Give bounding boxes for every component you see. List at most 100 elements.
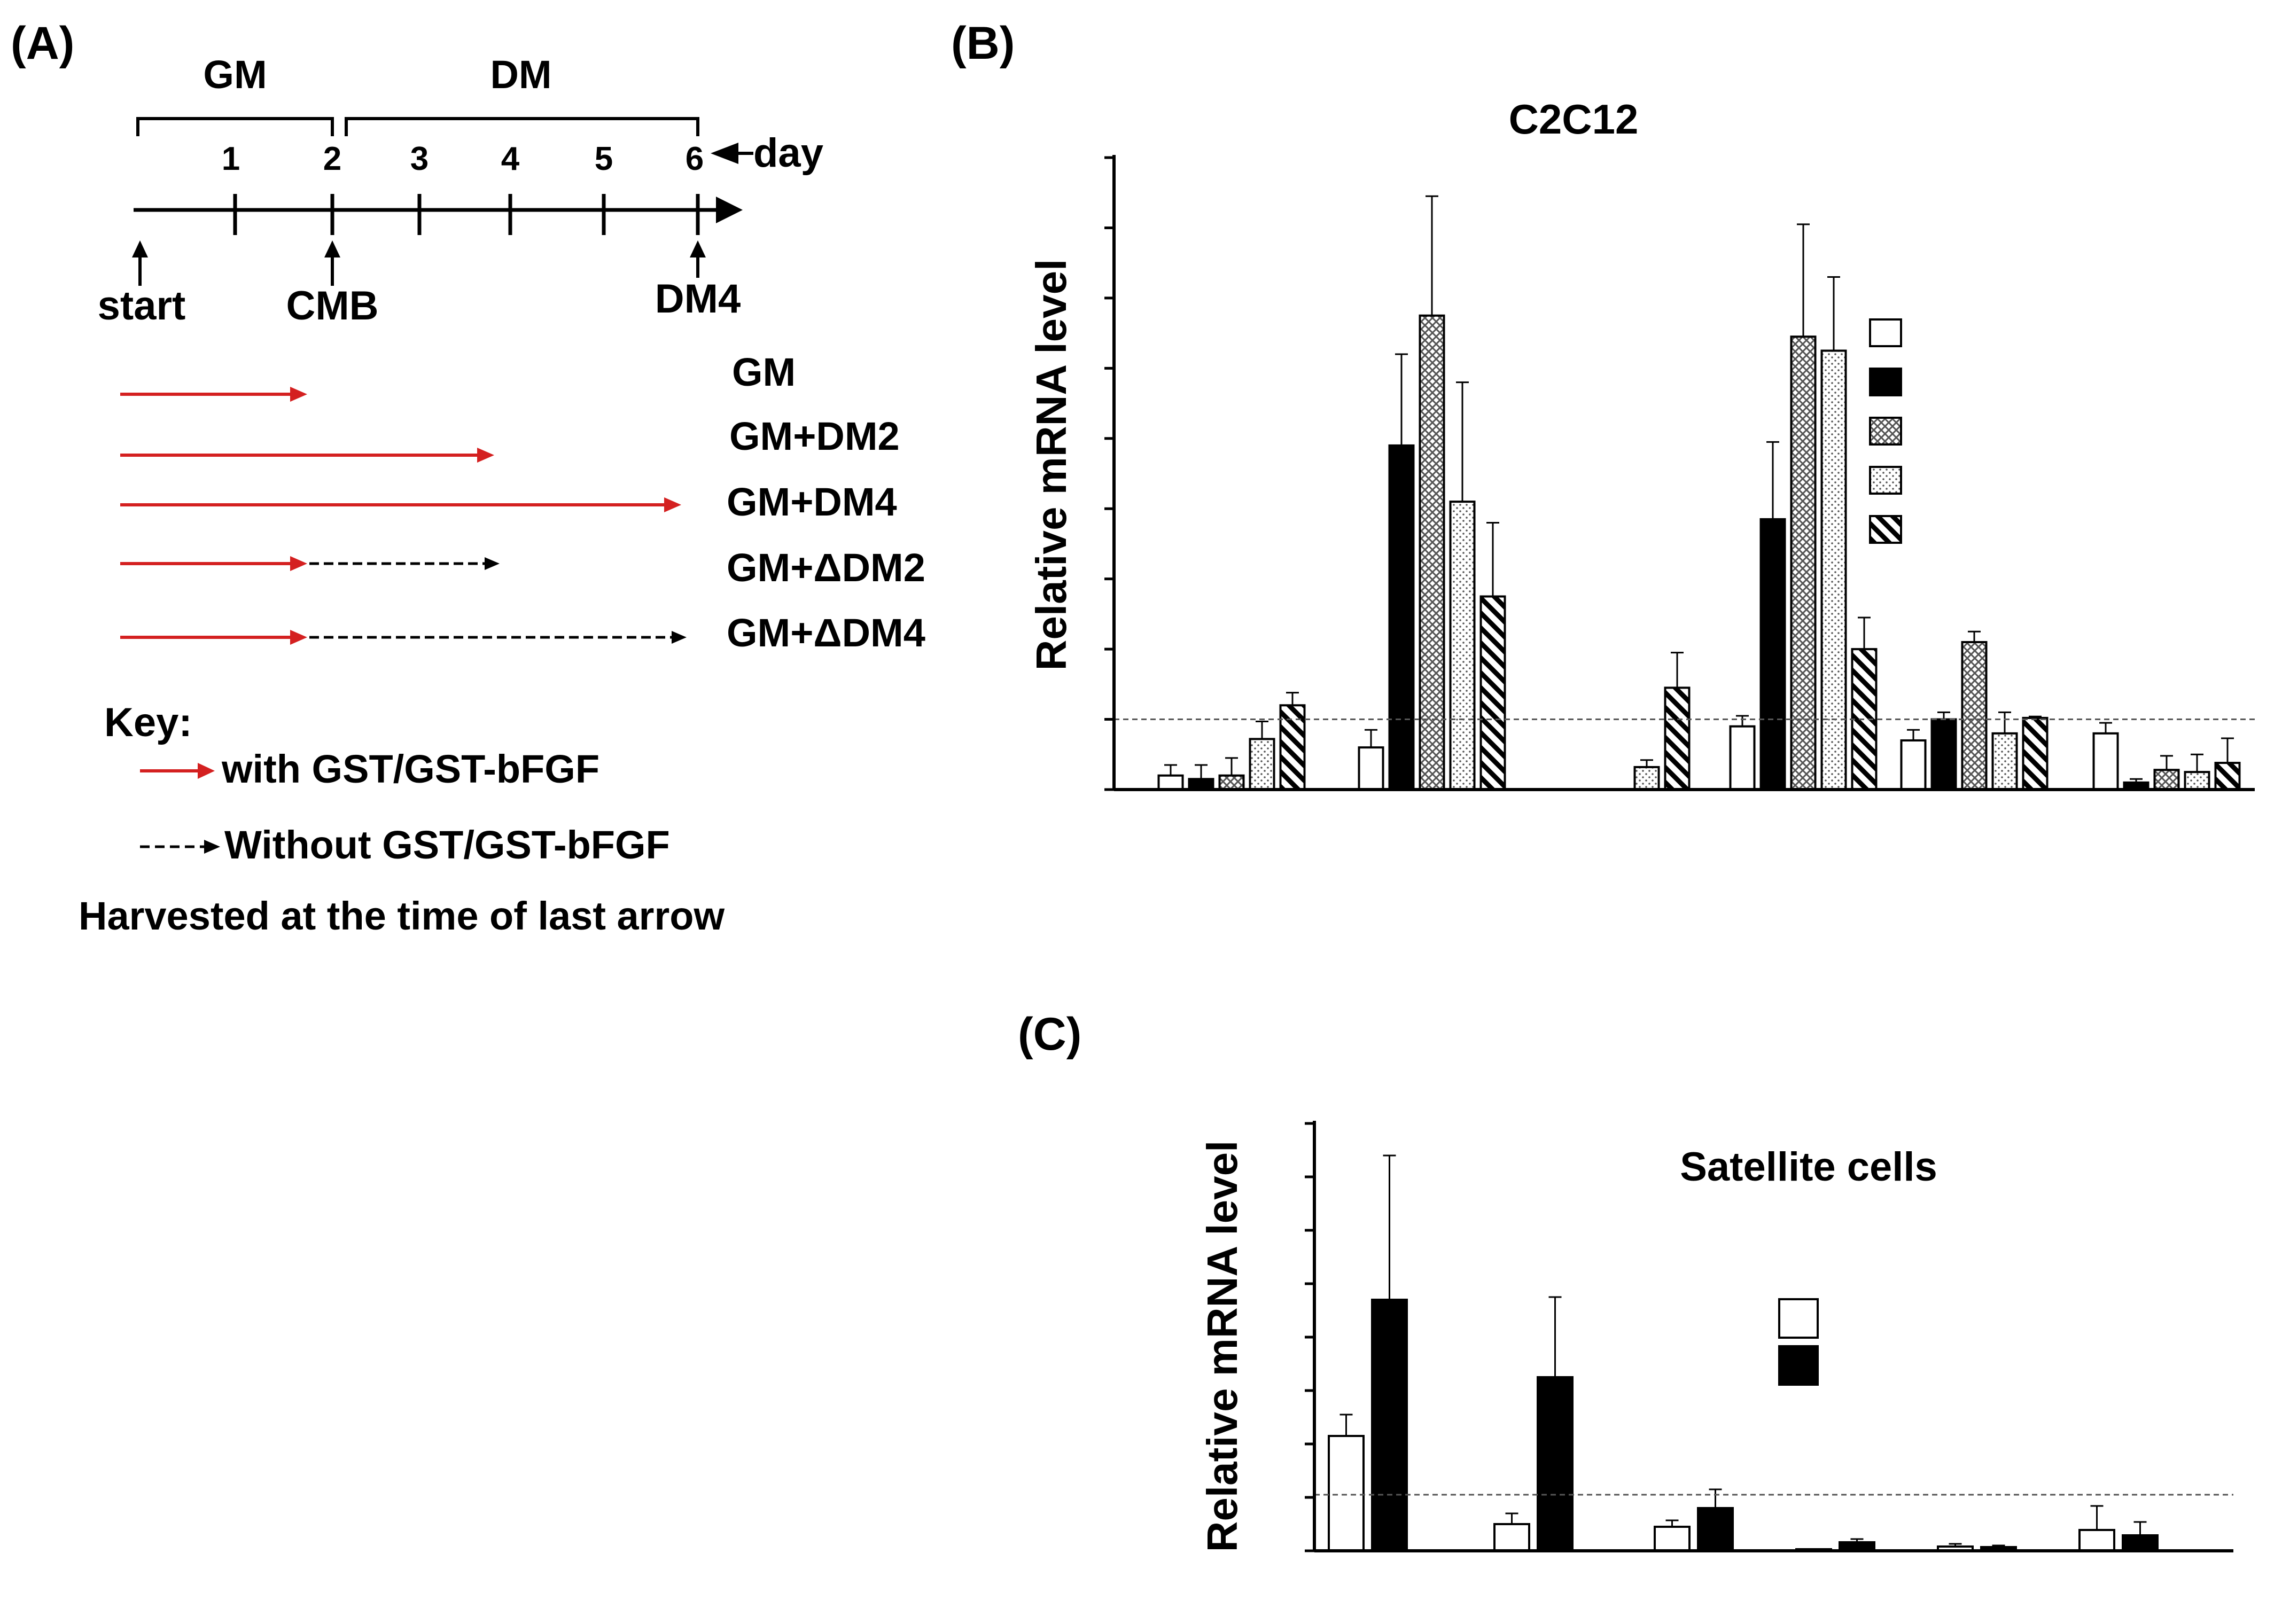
- legend-swatch-gm-dm4: [1869, 515, 1902, 544]
- panel-b-label: (B): [951, 18, 1015, 69]
- chart-c-y-axis-title: Relative mRNA level: [1198, 1141, 1246, 1552]
- key-with-label: with GST/GST-bFGF: [221, 747, 599, 791]
- legend-swatch-gm-dm2: [1869, 466, 1902, 495]
- bar-gm-mef2c: [2078, 1529, 2115, 1552]
- panel-c-label: (C): [1018, 1009, 1081, 1060]
- without-factor-arrowhead: [485, 557, 500, 570]
- bar-gm-myod: [1654, 1526, 1691, 1552]
- bar-gm-pax7: [1900, 739, 1927, 791]
- legend: [1869, 318, 1902, 544]
- legend-swatch-gm-dm2: [1869, 368, 1902, 396]
- bar-gm-dm4-myogenin: [1664, 686, 1691, 791]
- panel-a-label: (A): [11, 18, 74, 69]
- day-4-label: 4: [501, 140, 520, 177]
- legend-swatch-gm: [1778, 1298, 1819, 1339]
- legend-swatch-gm-dm4: [1869, 417, 1902, 446]
- key-title: Key:: [104, 700, 192, 745]
- chart-b-title: C2C12: [1509, 96, 1639, 143]
- dm-bracket: [345, 117, 699, 136]
- day-3-label: 3: [410, 140, 429, 177]
- key-without-label: Without GST/GST-bFGF: [224, 823, 670, 867]
- dm4-label: DM4: [655, 276, 741, 322]
- legend: [1778, 1298, 1819, 1386]
- condition-label-gm-delta-dm2: GM+ΔDM2: [727, 545, 925, 590]
- day-unit-label: day: [753, 130, 823, 176]
- bar-gm-dm2-myod: [1697, 1507, 1734, 1552]
- condition-arrow-gm-dm2: [120, 556, 500, 571]
- key-without-arrow: [140, 840, 220, 854]
- condition-label-gm-dm2: GM+DM2: [729, 414, 900, 458]
- key: Key: with GST/GST-bFGF Without GST/GST-b…: [79, 700, 725, 938]
- bar-gm-dm2-myod: [1249, 738, 1275, 791]
- panel-c-chart: (C) Satellite cells Relative mRNA level: [1018, 1009, 2233, 1552]
- timeline-arrowhead: [716, 197, 743, 223]
- gm-bracket: [136, 117, 334, 136]
- bar-gm-dm4-pax7: [2022, 716, 2049, 791]
- phase-brackets: [136, 117, 699, 136]
- day-2-label: 2: [323, 140, 341, 177]
- with-factor-arrowhead: [290, 387, 307, 402]
- bar-gm-pax3: [1729, 725, 1756, 791]
- bar-gm-dm2-myf5: [1537, 1376, 1574, 1552]
- bar-gm-dm4-myostatin: [2214, 762, 2241, 791]
- cmb-marker: CMB: [286, 240, 379, 329]
- bar-gm-dm2-myostatin: [2184, 771, 2210, 791]
- bar-gm-dm4-myf5: [1479, 595, 1506, 791]
- bar-gm-dm2-pax3: [1759, 518, 1786, 791]
- panel-b-chart: (B) C2C12 Relative mRNA level: [951, 18, 2255, 791]
- phase-dm-label: DM: [490, 52, 551, 97]
- without-factor-arrowhead: [672, 631, 687, 644]
- bar-gm-myod: [1157, 774, 1184, 791]
- condition-label-gm-delta-dm4: GM+ΔDM4: [727, 611, 925, 655]
- with-factor-arrowhead: [290, 556, 307, 571]
- chart-c-plot: [1305, 1121, 2233, 1552]
- with-factor-arrowhead: [290, 630, 307, 645]
- bar-gm-dm4-myf5: [1419, 314, 1445, 791]
- bar-gm-myf5: [1358, 746, 1384, 791]
- timeline-axis: 1 2 3 4 5 6 day: [134, 130, 823, 235]
- bar-gm-dm2-mef2c: [2122, 1534, 2159, 1552]
- with-factor-arrowhead: [477, 448, 494, 463]
- start-label: start: [98, 283, 186, 329]
- start-marker: start: [98, 240, 186, 329]
- day-5-label: 5: [595, 140, 613, 177]
- condition-label-gm-dm4: GM+DM4: [727, 480, 897, 524]
- with-factor-arrowhead: [664, 497, 681, 512]
- harvest-note: Harvested at the time of last arrow: [79, 894, 725, 938]
- bar-gm-dm2-pax3: [1820, 349, 1847, 791]
- legend-swatch-gm: [1869, 318, 1902, 347]
- cmb-label: CMB: [286, 283, 378, 329]
- day-6-label: 6: [686, 140, 704, 177]
- condition-arrows: [120, 387, 687, 645]
- phase-gm-label: GM: [203, 52, 267, 97]
- bar-gm-dm2-myf5: [1388, 444, 1415, 791]
- bar-gm-myostatin: [2092, 732, 2119, 791]
- condition-arrow-gm: [120, 387, 307, 402]
- chart-b-y-axis-title: Relative mRNA level: [1027, 259, 1075, 671]
- bar-gm-dm2-pax7: [1371, 1299, 1408, 1552]
- panel-a-protocol-diagram: (A) GM DM 1 2 3 4 5: [11, 18, 925, 938]
- key-with-arrow: [140, 763, 215, 779]
- bar-gm-dm4-pax3: [1790, 335, 1817, 791]
- bar-gm-dm2-myogenin: [1633, 766, 1660, 791]
- timeline-markers: start CMB DM4: [98, 240, 741, 329]
- legend-swatch-gm-dm2: [1778, 1345, 1819, 1386]
- bar-gm-dm2-pax7: [1930, 718, 1957, 791]
- condition-label-gm: GM: [732, 350, 796, 394]
- bar-gm-dm2-pax7: [1991, 732, 2018, 791]
- bar-gm-dm4-myod: [1218, 774, 1245, 791]
- bar-gm-dm4-myod: [1279, 704, 1306, 791]
- dm4-marker: DM4: [655, 240, 741, 322]
- condition-arrow-gm-dm2: [120, 448, 494, 463]
- day-1-label: 1: [222, 140, 240, 177]
- condition-arrow-gm-dm4: [120, 497, 681, 512]
- bar-gm-pax7: [1328, 1435, 1365, 1552]
- bar-gm-myf5: [1493, 1523, 1530, 1552]
- day-pointer-arrow: [711, 143, 753, 164]
- chart-b-plot: [1104, 155, 2255, 791]
- bar-gm-dm4-myostatin: [2153, 769, 2180, 791]
- bar-gm-dm4-pax7: [1961, 641, 1988, 791]
- chart-c-title: Satellite cells: [1680, 1144, 1937, 1190]
- bar-gm-dm2-myf5: [1449, 501, 1476, 791]
